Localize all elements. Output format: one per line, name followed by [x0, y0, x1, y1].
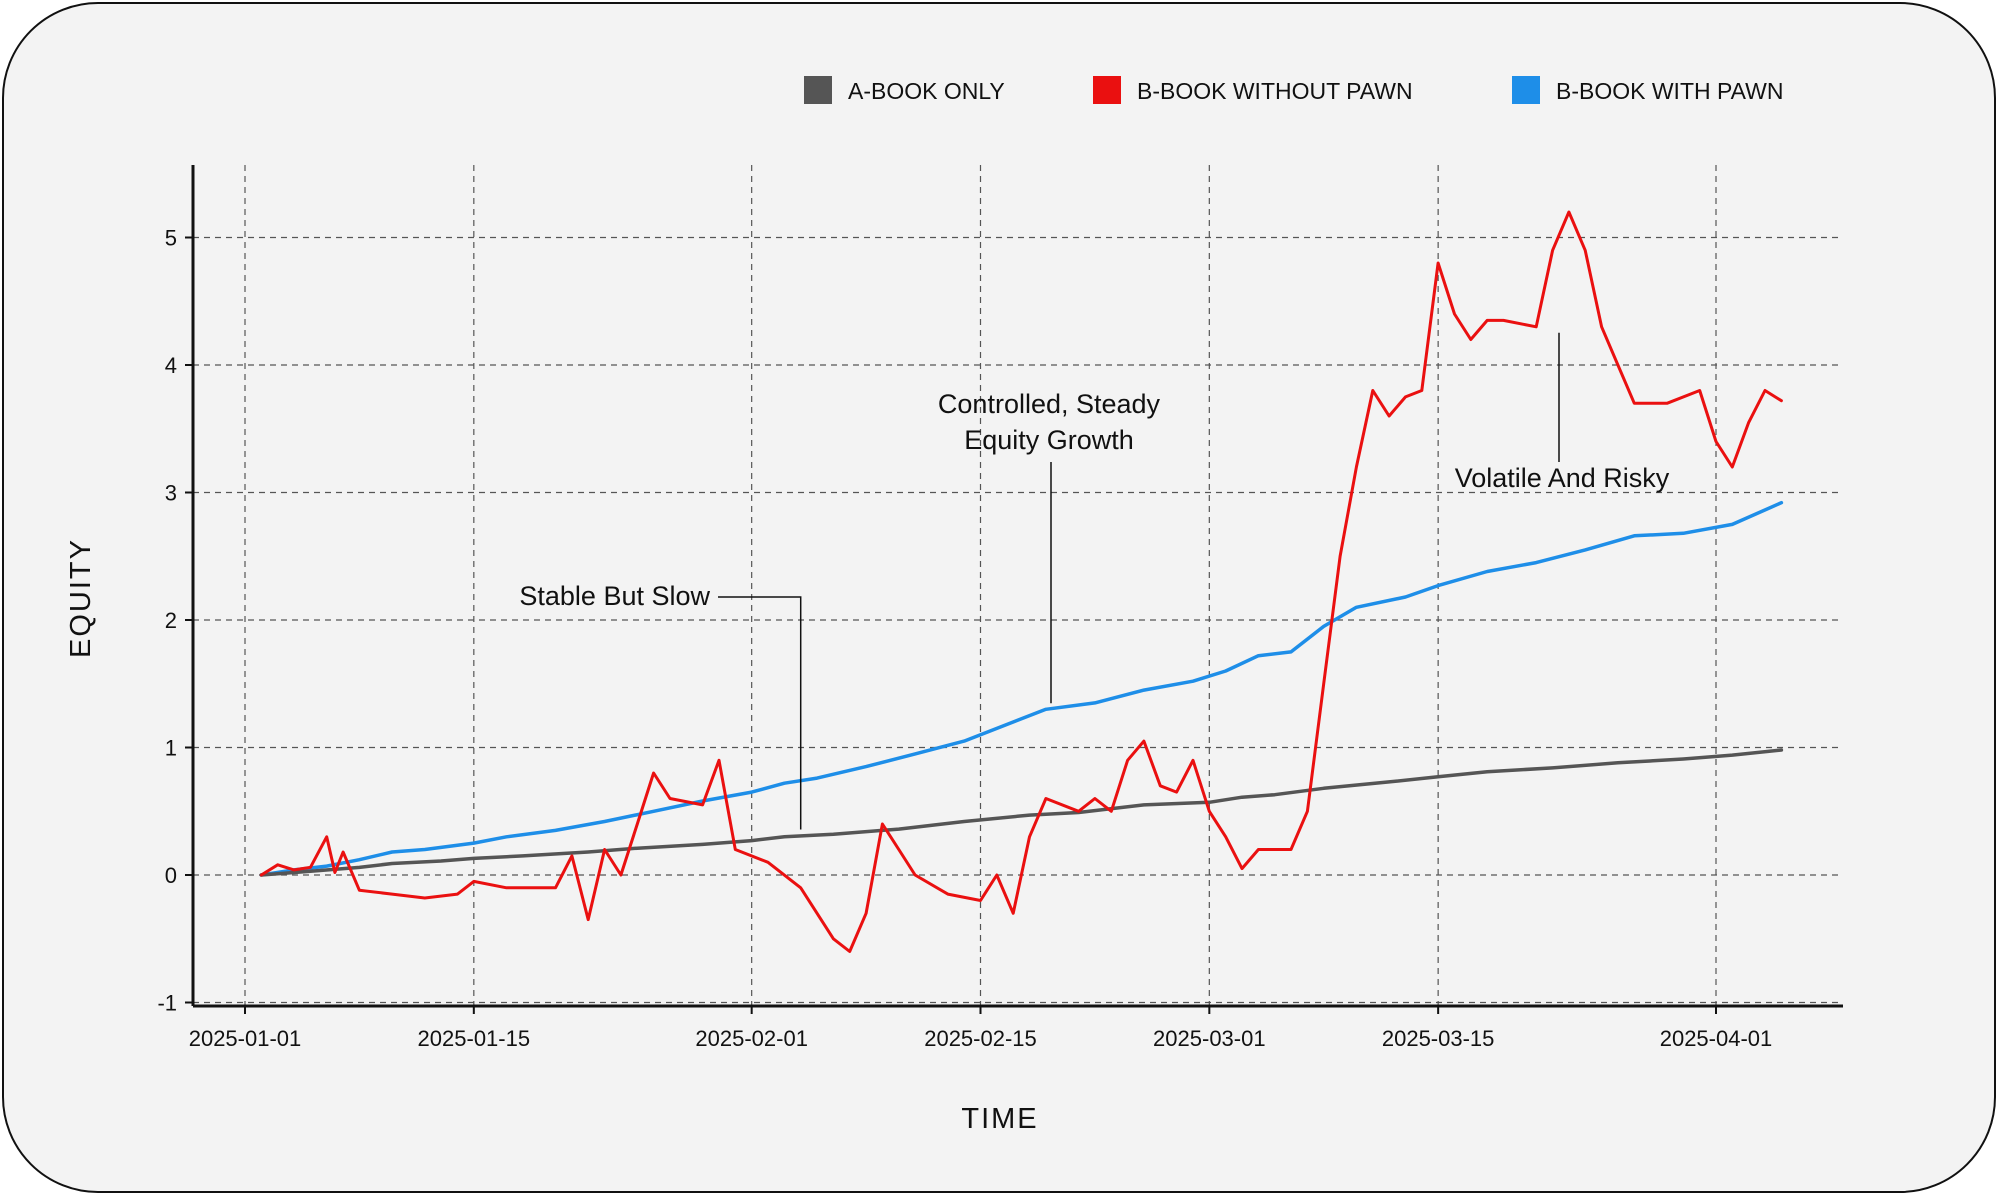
annotation-stable-but-slow: Stable But Slow [519, 581, 710, 611]
legend-label-2: B-BOOK WITH PAWN [1556, 78, 1783, 104]
x-tick-label-1: 2025-01-15 [418, 1026, 531, 1051]
y-tick-label-1: 0 [165, 863, 177, 888]
legend-swatch-0 [804, 76, 832, 104]
annotation-leader-stable [718, 596, 802, 830]
y-tick-label-3: 2 [165, 608, 177, 633]
legend-swatch-1 [1093, 76, 1121, 104]
axes [185, 165, 1843, 1014]
annotation-controlled-steady-line-1: Equity Growth [964, 425, 1134, 455]
x-tick-label-6: 2025-04-01 [1660, 1026, 1773, 1051]
x-tick-label-4: 2025-03-01 [1153, 1026, 1266, 1051]
annotation-controlled-steady-line-0: Controlled, Steady [938, 389, 1161, 419]
x-tick-label-5: 2025-03-15 [1382, 1026, 1495, 1051]
x-tick-label-3: 2025-02-15 [924, 1026, 1037, 1051]
y-tick-label-2: 1 [165, 736, 177, 761]
tick-labels: 2025-01-01 2025-01-15 2025-02-01 2025-02-15… [157, 226, 1772, 1052]
annotation-volatile-and-risky: Volatile And Risky [1455, 463, 1670, 493]
y-tick-label-4: 3 [165, 481, 177, 506]
annotations: Stable But Slow Controlled, Steady Equity … [519, 332, 1670, 830]
series-line-b-book-without-pawn [259, 210, 1783, 953]
legend-swatch-2 [1512, 76, 1540, 104]
series-line-a-book-only [259, 748, 1784, 877]
legend-label-0: A-BOOK ONLY [848, 78, 1005, 104]
x-tick-label-2: 2025-02-01 [695, 1026, 808, 1051]
y-tick-label-5: 4 [165, 353, 177, 378]
series-line-b-book-with-pawn [259, 500, 1784, 877]
grid-lines [193, 165, 1843, 1006]
series-lines [259, 210, 1784, 953]
legend-label-1: B-BOOK WITHOUT PAWN [1137, 78, 1413, 104]
x-axis-title: TIME [961, 1103, 1038, 1135]
legend: A-BOOK ONLY B-BOOK WITHOUT PAWN B-BOOK WIT… [804, 76, 1783, 104]
x-tick-label-0: 2025-01-01 [189, 1026, 302, 1051]
y-tick-label-6: 5 [165, 226, 177, 251]
y-axis-title: EQUITY [65, 538, 97, 658]
y-tick-label-0: -1 [157, 991, 177, 1016]
